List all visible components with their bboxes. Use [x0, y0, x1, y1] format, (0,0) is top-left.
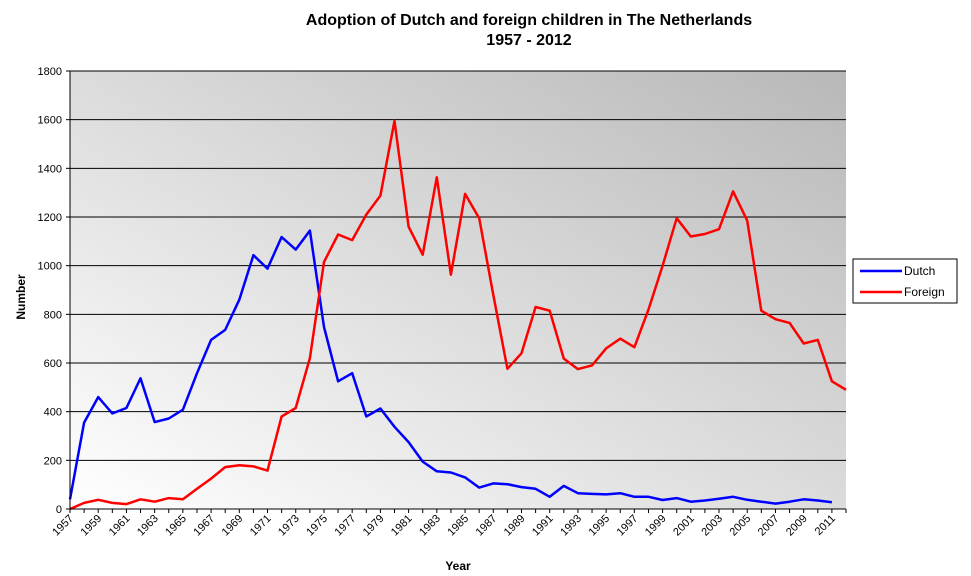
- gridlines: [70, 70, 846, 461]
- x-tick-label: 1993: [558, 513, 584, 539]
- y-tick-label: 400: [44, 407, 62, 419]
- x-tick-label: 1977: [333, 513, 359, 539]
- x-tick-label: 1995: [586, 513, 612, 539]
- x-tick-label: 2001: [671, 513, 697, 539]
- legend: Dutch Foreign: [852, 258, 958, 304]
- x-tick-label: 2009: [784, 513, 810, 539]
- x-tick-label: 1981: [389, 513, 415, 539]
- y-tick-label: 1800: [38, 66, 62, 78]
- legend-label-foreign: Foreign: [904, 285, 945, 299]
- x-tick-label: 1989: [502, 513, 528, 539]
- x-axis-ticks: 1957 1959 1961 1963 1965 1967 1969 1971 1973 1975…: [50, 509, 847, 539]
- y-tick-label: 1000: [38, 261, 62, 273]
- x-tick-label: 1957: [50, 513, 76, 539]
- y-tick-label: 200: [44, 455, 62, 467]
- x-tick-label: 1969: [220, 513, 246, 539]
- y-tick-label: 1400: [38, 163, 62, 175]
- x-tick-label: 1991: [530, 513, 556, 539]
- x-tick-label: 2007: [756, 513, 782, 539]
- chart-title-line1: Adoption of Dutch and foreign children i…: [306, 12, 752, 29]
- x-tick-label: 1963: [135, 513, 161, 539]
- y-axis-label: Number: [14, 274, 28, 320]
- y-tick-label: 600: [44, 358, 62, 370]
- x-tick-label: 2003: [699, 513, 725, 539]
- x-tick-label: 1979: [361, 513, 387, 539]
- x-tick-label: 1959: [79, 513, 105, 539]
- x-tick-label: 1965: [163, 513, 189, 539]
- x-tick-label: 1983: [417, 513, 443, 539]
- x-tick-label: 2005: [728, 513, 754, 539]
- x-tick-label: 1999: [643, 513, 669, 539]
- x-tick-label: 1987: [474, 513, 500, 539]
- plot-area: [70, 71, 846, 509]
- x-tick-label: 1975: [304, 513, 330, 539]
- x-tick-label: 1985: [445, 513, 471, 539]
- legend-label-dutch: Dutch: [904, 264, 935, 278]
- y-tick-label: 1200: [38, 212, 62, 224]
- y-tick-label: 1600: [38, 115, 62, 127]
- x-tick-label: 1973: [276, 513, 302, 539]
- x-tick-label: 1997: [615, 513, 641, 539]
- chart-title-line2: 1957 - 2012: [486, 32, 572, 49]
- y-axis-ticks: 0 200 400 600 800 1000 1200 1400 1600 1800: [38, 66, 70, 516]
- series-line-dutch: [68, 229, 833, 505]
- x-tick-label: 1967: [191, 513, 217, 539]
- y-tick-label: 800: [44, 309, 62, 321]
- series-lines: [68, 119, 847, 511]
- x-tick-label: 1971: [248, 513, 274, 539]
- x-tick-label: 1961: [107, 513, 133, 539]
- y-tick-label: 0: [56, 504, 62, 516]
- series-line-foreign: [69, 119, 847, 511]
- legend-box: [852, 258, 958, 304]
- x-axis-label: Year: [445, 559, 471, 573]
- x-tick-label: 2011: [813, 513, 838, 538]
